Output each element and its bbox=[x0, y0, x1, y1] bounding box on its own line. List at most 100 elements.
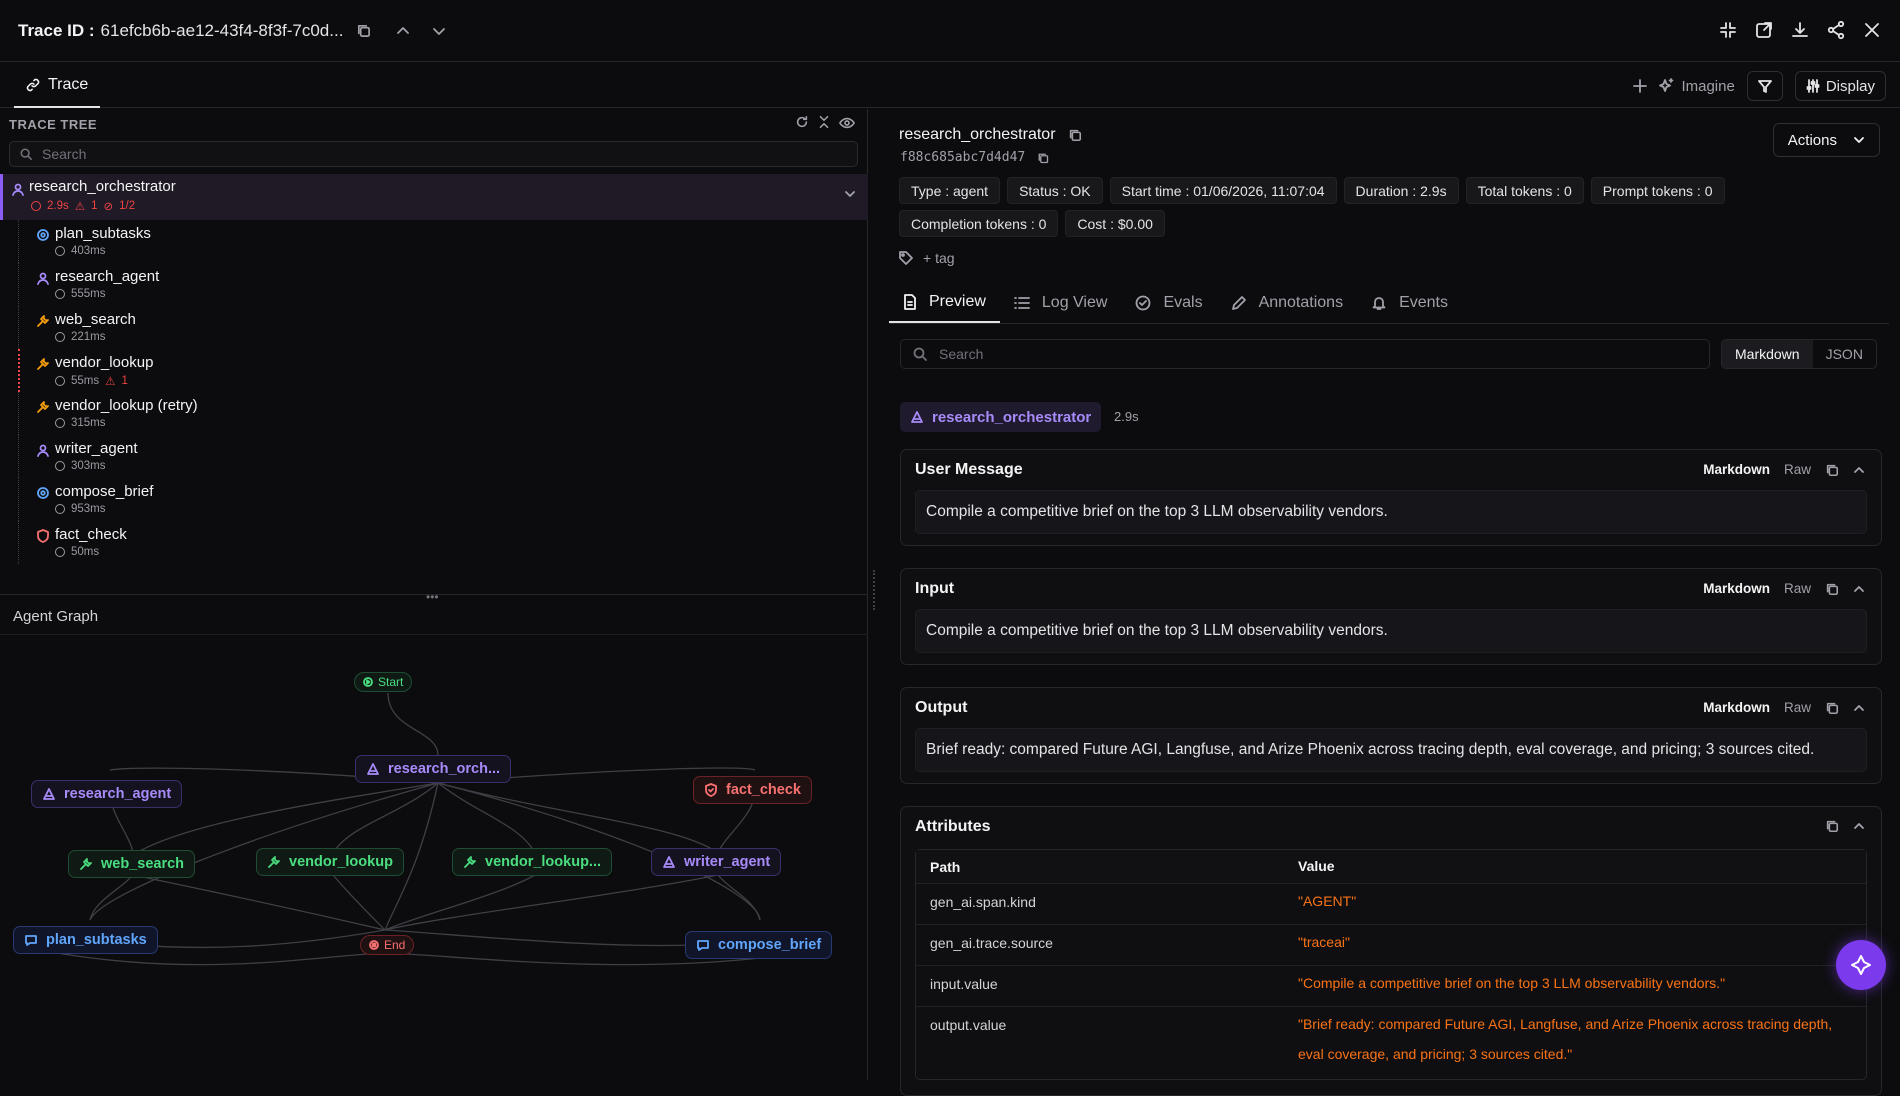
tab-trace[interactable]: Trace bbox=[14, 63, 101, 108]
chevron-up-icon[interactable] bbox=[389, 17, 417, 45]
chevron-up-icon[interactable] bbox=[1853, 583, 1865, 595]
copy-icon[interactable] bbox=[1068, 128, 1082, 142]
node-duration: 315ms bbox=[71, 417, 106, 429]
tab-log-view[interactable]: Log View bbox=[1000, 282, 1122, 323]
error-icon: ⊘ bbox=[103, 201, 114, 213]
tab-preview[interactable]: Preview bbox=[889, 282, 1000, 323]
graph-node-plan-subtasks[interactable]: plan_subtasks bbox=[13, 926, 158, 954]
tree-node-name: web_search bbox=[55, 311, 136, 328]
plus-icon[interactable] bbox=[1633, 79, 1648, 93]
column-header-value: Value bbox=[1298, 858, 1335, 874]
display-button[interactable]: Display bbox=[1794, 71, 1886, 101]
chevron-up-icon[interactable] bbox=[1853, 464, 1865, 476]
drag-handle-icon[interactable]: ••• bbox=[426, 590, 439, 604]
tree-node-compose-brief[interactable]: compose_brief 953ms bbox=[0, 478, 868, 521]
tree-node-web-search[interactable]: web_search 221ms bbox=[0, 306, 868, 349]
divider bbox=[0, 634, 868, 635]
agent-pill[interactable]: research_orchestrator bbox=[900, 402, 1102, 432]
tag-icon bbox=[899, 251, 913, 265]
tree-search-input[interactable]: Search bbox=[9, 141, 858, 167]
document-icon bbox=[903, 293, 917, 310]
format-json-button[interactable]: JSON bbox=[1825, 346, 1863, 362]
filter-button[interactable] bbox=[1746, 71, 1783, 101]
collapse-all-icon[interactable] bbox=[817, 115, 831, 131]
copy-icon[interactable] bbox=[1825, 819, 1839, 833]
root-errors: 1/2 bbox=[119, 200, 136, 212]
tree-node-fact-check[interactable]: fact_check 50ms bbox=[0, 521, 868, 564]
tab-events[interactable]: Events bbox=[1357, 282, 1462, 323]
graph-node-fact-check[interactable]: fact_check bbox=[693, 776, 812, 804]
warning-icon: ⚠ bbox=[105, 376, 116, 388]
format-markdown-button[interactable]: Markdown bbox=[1722, 340, 1813, 368]
clock-icon bbox=[55, 504, 65, 514]
span-hash-text: f88c685abc7d4d47 bbox=[900, 150, 1026, 165]
chat-icon bbox=[696, 938, 710, 952]
actions-button[interactable]: Actions bbox=[1772, 123, 1880, 157]
graph-node-research-agent[interactable]: research_agent bbox=[31, 780, 183, 808]
close-icon[interactable] bbox=[1858, 16, 1886, 44]
panel-splitter[interactable] bbox=[0, 594, 868, 595]
preview-search-input[interactable]: Search bbox=[900, 339, 1710, 369]
check-circle-icon bbox=[1135, 295, 1151, 311]
copy-icon[interactable] bbox=[1825, 582, 1839, 596]
tree-node-research-agent[interactable]: research_agent 555ms bbox=[0, 263, 868, 306]
tree-node-plan-subtasks[interactable]: plan_subtasks 403ms bbox=[0, 220, 868, 263]
tree-connector bbox=[18, 349, 20, 392]
refresh-icon[interactable] bbox=[795, 115, 809, 131]
markdown-toggle[interactable]: Markdown bbox=[1703, 462, 1770, 477]
share-icon[interactable] bbox=[1822, 16, 1850, 44]
tree-node-meta: 303ms bbox=[55, 460, 106, 472]
copy-icon[interactable] bbox=[1037, 152, 1049, 164]
markdown-toggle[interactable]: Markdown bbox=[1703, 581, 1770, 596]
agent-graph[interactable]: Start research_orch... research_agent fa… bbox=[0, 635, 868, 1079]
chip-total-tokens: Total tokens : 0 bbox=[1465, 177, 1584, 204]
tab-label: Preview bbox=[929, 292, 986, 310]
tree-node-writer-agent[interactable]: writer_agent 303ms bbox=[0, 435, 868, 478]
tree-node-vendor-lookup[interactable]: vendor_lookup 55ms ⚠ 1 bbox=[0, 349, 868, 392]
graph-node-orchestrator[interactable]: research_orch... bbox=[355, 755, 512, 783]
chevron-down-icon[interactable] bbox=[425, 17, 453, 45]
graph-node-web-search[interactable]: web_search bbox=[68, 850, 196, 878]
tree-connector bbox=[18, 220, 19, 263]
raw-toggle[interactable]: Raw bbox=[1783, 462, 1811, 477]
trace-id-value: 61efcb6b-ae12-43f4-8f3f-7c0d... bbox=[100, 20, 344, 40]
search-icon bbox=[20, 148, 32, 160]
tab-annotations[interactable]: Annotations bbox=[1217, 282, 1358, 323]
shield-icon bbox=[36, 529, 50, 543]
markdown-toggle[interactable]: Markdown bbox=[1703, 700, 1770, 715]
assistant-fab-button[interactable] bbox=[1836, 940, 1886, 990]
chevron-up-icon[interactable] bbox=[1853, 820, 1865, 832]
eye-icon[interactable] bbox=[839, 115, 855, 131]
graph-node-vendor-lookup-retry[interactable]: vendor_lookup... bbox=[452, 848, 613, 876]
tree-node-vendor-lookup-retry[interactable]: vendor_lookup (retry) 315ms bbox=[0, 392, 868, 435]
clock-icon bbox=[55, 376, 65, 386]
graph-node-start[interactable]: Start bbox=[354, 672, 413, 692]
tree-node-root[interactable]: research_orchestrator 2.9s ⚠ 1 ⊘ 1/2 bbox=[0, 174, 868, 220]
open-external-icon[interactable] bbox=[1750, 16, 1778, 44]
graph-node-end[interactable]: End bbox=[360, 935, 415, 955]
imagine-button[interactable]: Imagine bbox=[1659, 78, 1735, 95]
chevron-down-icon[interactable] bbox=[844, 188, 856, 200]
copy-icon[interactable] bbox=[349, 17, 377, 45]
raw-toggle[interactable]: Raw bbox=[1783, 700, 1811, 715]
filter-icon bbox=[1757, 79, 1772, 93]
download-icon[interactable] bbox=[1786, 16, 1814, 44]
raw-toggle[interactable]: Raw bbox=[1783, 581, 1811, 596]
chip-prompt-tokens: Prompt tokens : 0 bbox=[1590, 177, 1725, 204]
tree-node-meta: 403ms bbox=[55, 245, 106, 257]
robot-icon bbox=[1850, 954, 1872, 976]
tab-evals[interactable]: Evals bbox=[1121, 282, 1216, 323]
chevron-up-icon[interactable] bbox=[1853, 702, 1865, 714]
tree-node-meta: 2.9s ⚠ 1 ⊘ 1/2 bbox=[31, 199, 135, 213]
wrench-icon bbox=[463, 855, 477, 869]
tree-node-meta: 55ms ⚠ 1 bbox=[55, 374, 128, 388]
chevron-down-icon bbox=[1853, 134, 1865, 146]
graph-node-compose-brief[interactable]: compose_brief bbox=[685, 931, 833, 959]
copy-icon[interactable] bbox=[1825, 463, 1839, 477]
vertical-splitter[interactable] bbox=[873, 570, 875, 610]
collapse-icon[interactable] bbox=[1714, 16, 1742, 44]
graph-node-vendor-lookup[interactable]: vendor_lookup bbox=[256, 848, 404, 876]
copy-icon[interactable] bbox=[1825, 701, 1839, 715]
graph-node-writer-agent[interactable]: writer_agent bbox=[651, 848, 782, 876]
add-tag-button[interactable]: + tag bbox=[923, 250, 955, 266]
